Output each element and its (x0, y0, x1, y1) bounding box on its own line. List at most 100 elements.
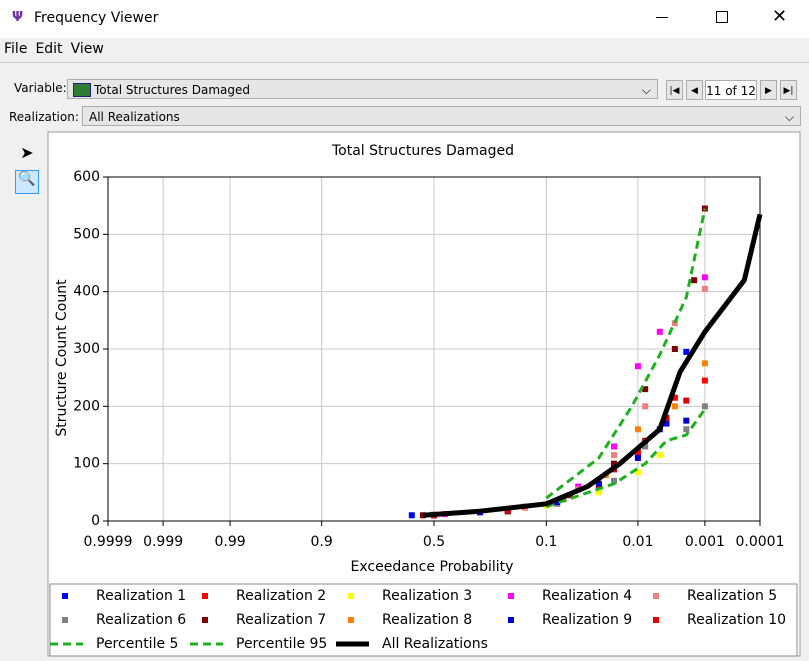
plot-frame (107, 176, 761, 522)
x-tick-label: 0.9 (311, 534, 333, 550)
variable-label: Variable: (14, 81, 67, 95)
data-point (691, 277, 698, 284)
data-point (701, 274, 708, 281)
data-point (701, 377, 708, 384)
legend-marker (348, 593, 354, 599)
legend-label: Realization 4 (542, 588, 632, 604)
data-point (671, 403, 678, 410)
data-point (683, 417, 690, 424)
x-tick-label: 0.5 (423, 534, 445, 550)
window-title: Frequency Viewer (34, 10, 159, 26)
y-tick-label: 300 (73, 341, 100, 357)
x-tick-label: 0.9999 (84, 534, 133, 550)
y-tick-label: 500 (73, 226, 100, 242)
close-button[interactable]: ✕ (772, 6, 788, 27)
next-button[interactable]: ▶ (760, 80, 777, 100)
data-point (611, 452, 618, 459)
data-point (642, 386, 649, 393)
menu-item[interactable]: File (4, 41, 28, 57)
legend-marker (653, 593, 659, 599)
data-point (408, 512, 415, 519)
realization-value: All Realizations (89, 110, 180, 124)
series-line (545, 208, 707, 500)
legend-marker (62, 617, 68, 623)
legend-marker (202, 593, 208, 599)
separator (0, 62, 809, 63)
last-button[interactable]: ▶| (780, 80, 797, 100)
data-point (663, 420, 670, 427)
x-tick-label: 0.001 (685, 534, 725, 550)
y-tick-label: 100 (73, 456, 100, 472)
chart-panel (47, 131, 801, 657)
legend-label: Realization 7 (236, 612, 326, 628)
data-point (504, 507, 511, 514)
legend-label: Realization 2 (236, 588, 326, 604)
legend-marker (202, 617, 208, 623)
maximize-button[interactable] (716, 11, 728, 23)
select-tool[interactable]: ➤ (20, 143, 34, 162)
legend-marker (653, 617, 659, 623)
data-point (595, 480, 602, 487)
title-bar: Ψ Frequency Viewer ✕ (0, 0, 809, 38)
legend-label: Realization 5 (687, 588, 777, 604)
legend-label: Percentile 95 (236, 636, 327, 652)
x-tick-label: 0.0001 (736, 534, 785, 550)
minimize-button[interactable] (656, 17, 668, 18)
data-point (683, 397, 690, 404)
legend-box (49, 583, 798, 657)
data-point (701, 360, 708, 367)
menu-item[interactable]: View (70, 41, 104, 57)
data-point (634, 469, 641, 476)
data-point (683, 348, 690, 355)
series-line (422, 213, 763, 518)
legend-marker (508, 593, 514, 599)
prev-button[interactable]: ◀ (686, 80, 703, 100)
data-point (701, 403, 708, 410)
data-point (634, 363, 641, 370)
x-axis-label: Exceedance Probability (351, 559, 514, 575)
variable-value: Total Structures Damaged (94, 83, 250, 97)
variable-dropdown[interactable]: Total Structures Damaged ⌵ (67, 79, 658, 99)
menu-bar: File Edit View (4, 41, 112, 57)
y-tick-label: 200 (73, 398, 100, 414)
data-point (611, 460, 618, 467)
y-tick-label: 600 (73, 169, 100, 185)
legend-label: Realization 6 (96, 612, 186, 628)
data-point (634, 426, 641, 433)
chart-title: Total Structures Damaged (331, 143, 514, 159)
legend-label: Realization 3 (382, 588, 472, 604)
y-tick-label: 400 (73, 284, 100, 300)
data-point (634, 454, 641, 461)
realization-dropdown[interactable]: All Realizations ⌵ (82, 106, 801, 126)
first-button[interactable]: |◀ (666, 80, 683, 100)
data-point (671, 320, 678, 327)
data-point (595, 489, 602, 496)
x-tick-label: 0.999 (143, 534, 183, 550)
legend-label: Percentile 5 (96, 636, 178, 652)
realization-label: Realization: (9, 110, 79, 124)
y-tick-label: 0 (91, 513, 100, 529)
data-point (656, 452, 663, 459)
data-point (642, 403, 649, 410)
data-point (701, 285, 708, 292)
data-point (671, 394, 678, 401)
data-point (634, 449, 641, 456)
data-point (656, 328, 663, 335)
data-point (683, 426, 690, 433)
legend-marker (348, 617, 354, 623)
x-tick-label: 0.01 (622, 534, 653, 550)
series-line (545, 408, 707, 509)
x-tick-label: 0.1 (535, 534, 557, 550)
legend-marker (508, 617, 514, 623)
data-point (611, 477, 618, 484)
variable-icon (73, 83, 91, 97)
data-point (611, 443, 618, 450)
legend-marker (62, 593, 68, 599)
x-tick-label: 0.99 (214, 534, 245, 550)
menu-item[interactable]: Edit (35, 41, 63, 57)
zoom-tool[interactable]: 🔍 (15, 170, 39, 194)
legend-label: Realization 8 (382, 612, 472, 628)
legend-label: Realization 10 (687, 612, 786, 628)
position-field[interactable]: 11 of 12 (705, 80, 757, 100)
